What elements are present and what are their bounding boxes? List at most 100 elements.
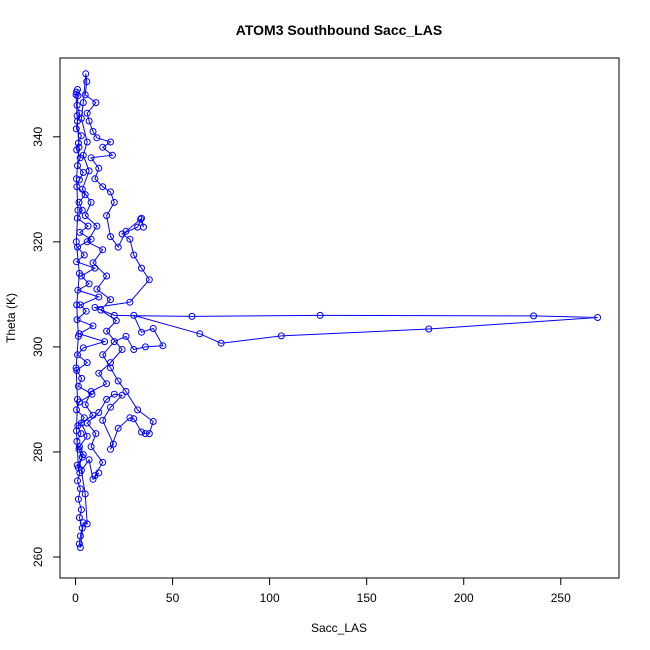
data-point (74, 382, 82, 390)
data-point (91, 304, 99, 311)
data-point (80, 251, 88, 259)
data-point (316, 311, 324, 319)
data-point (73, 316, 81, 324)
data-point (78, 374, 86, 382)
data-point (83, 109, 91, 117)
data-point (79, 99, 87, 107)
y-tick-label: 340 (31, 126, 45, 146)
data-point (138, 328, 145, 336)
data-point (75, 143, 83, 151)
data-point (425, 325, 433, 333)
data-point (74, 464, 82, 472)
data-point (107, 445, 114, 453)
data-point (79, 151, 87, 159)
data-point (73, 406, 80, 414)
data-point (122, 227, 130, 235)
data-point (75, 514, 83, 522)
data-point (103, 395, 111, 403)
data-point (74, 332, 82, 340)
data-point (107, 188, 114, 196)
data-point (126, 414, 134, 422)
data-point (83, 359, 91, 367)
data-point (83, 432, 91, 440)
data-point (77, 506, 85, 514)
data-point (87, 388, 95, 395)
data-point (122, 388, 130, 395)
data-point (73, 183, 81, 191)
data-point (79, 519, 87, 527)
data-point (141, 343, 149, 351)
data-point (74, 162, 81, 170)
data-point (74, 206, 82, 214)
data-point (72, 364, 80, 372)
data-point (145, 276, 153, 284)
data-point (130, 251, 138, 259)
data-point (103, 212, 111, 220)
data-point (130, 346, 138, 353)
data-point (82, 70, 90, 78)
data-point (85, 280, 93, 288)
data-point (83, 238, 91, 246)
data-point (107, 296, 114, 304)
data-point (89, 322, 97, 330)
data-point (112, 317, 120, 325)
data-point (99, 416, 107, 424)
y-axis-label: Theta (K) (4, 293, 18, 343)
data-point (75, 198, 83, 206)
data-point (107, 364, 114, 372)
x-tick-label: 50 (166, 591, 180, 605)
data-point (77, 419, 85, 427)
data-point (103, 272, 111, 280)
data-point (114, 377, 122, 385)
data-point (72, 125, 80, 133)
x-axis-label: Sacc_LAS (311, 621, 367, 635)
data-point (188, 312, 196, 320)
data-point (95, 293, 103, 301)
data-point (95, 164, 103, 172)
data-point (93, 134, 101, 142)
data-point (73, 367, 81, 374)
data-point (85, 117, 93, 125)
data-point (138, 428, 145, 436)
data-point (79, 451, 87, 459)
data-point (75, 269, 83, 277)
data-point (73, 427, 80, 435)
x-tick-label: 250 (551, 591, 571, 605)
data-point (89, 128, 97, 135)
data-point (107, 359, 114, 367)
y-tick-label: 260 (31, 547, 45, 567)
data-point (134, 406, 142, 414)
data-point (93, 222, 101, 230)
data-point (83, 78, 91, 86)
y-tick-label: 300 (31, 337, 45, 357)
data-point (81, 490, 89, 498)
data-point (84, 222, 92, 230)
data-point (74, 86, 81, 93)
series-layer (72, 70, 602, 551)
data-point (97, 306, 105, 314)
data-point (74, 243, 81, 251)
data-point (73, 112, 81, 120)
data-point (138, 214, 145, 222)
data-point (82, 307, 90, 315)
data-point (78, 206, 86, 214)
data-point (85, 456, 93, 464)
data-point (107, 403, 114, 411)
x-tick-label: 0 (72, 591, 79, 605)
data-point (159, 342, 167, 350)
data-point (137, 215, 145, 223)
data-point (74, 351, 81, 359)
data-point (83, 138, 91, 146)
data-point (138, 264, 145, 272)
data-point (99, 458, 107, 466)
data-point (73, 301, 81, 309)
data-point (99, 143, 107, 151)
data-point (75, 443, 83, 451)
data-point (99, 351, 107, 359)
data-point (103, 327, 111, 335)
data-point (99, 246, 107, 254)
data-point (109, 440, 117, 448)
data-point (118, 391, 126, 399)
x-tick-label: 150 (357, 591, 377, 605)
